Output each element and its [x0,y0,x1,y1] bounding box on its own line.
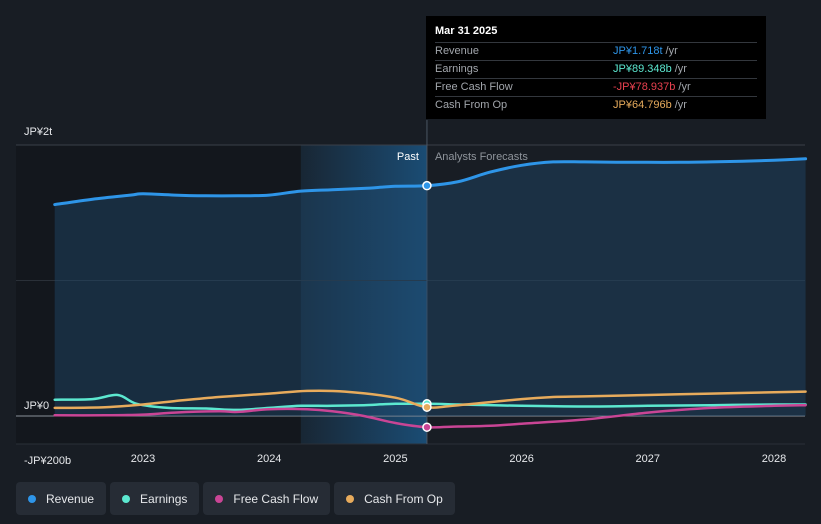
tooltip-value: -JP¥78.937b [613,81,676,93]
tooltip-value: JP¥89.348b [613,63,672,75]
x-tick-label: 2026 [509,453,533,465]
tooltip-row: Free Cash Flow -JP¥78.937b/yr [435,78,757,96]
past-label: Past [397,151,419,163]
tooltip-unit: /yr [674,99,687,111]
y-tick-label: -JP¥200b [24,455,71,467]
free-cash-flow-highlight-dot [422,422,432,432]
legend: Revenue Earnings Free Cash Flow Cash From O… [16,482,455,515]
tooltip-row: Revenue JP¥1.718t/yr [435,42,757,60]
legend-dot-icon [122,494,131,503]
legend-item-revenue[interactable]: Revenue [16,482,107,515]
cash-from-op-highlight-dot [422,402,432,412]
tooltip-row: Earnings JP¥89.348b/yr [435,60,757,78]
cash-from-op-line [53,389,807,410]
legend-dot-icon [28,494,36,503]
x-tick-label: 2025 [383,453,407,465]
legend-dot-icon [346,494,355,503]
forecast-label: Analysts Forecasts [435,151,528,163]
y-tick-label: JP¥0 [24,400,49,412]
x-tick-label: 2028 [762,453,786,465]
tooltip-label: Free Cash Flow [435,81,513,93]
tooltip-row: Cash From Op JP¥64.796b/yr [435,96,757,114]
legend-item-cash-from-op[interactable]: Cash From Op [334,482,455,515]
free-cash-flow-line [53,403,807,429]
tooltip-value: JP¥1.718t [613,45,663,57]
revenue-highlight-dot [422,180,432,191]
tooltip-value: JP¥64.796b [613,99,672,111]
tooltip-label: Revenue [435,45,480,57]
legend-dot-icon [215,494,224,503]
tooltip-unit: /yr [674,63,687,75]
x-tick-label: 2024 [257,453,281,465]
legend-item-earnings[interactable]: Earnings [110,482,200,515]
legend-label: Revenue [46,491,95,506]
tooltip-label: Earnings [435,63,479,75]
legend-label: Earnings [140,491,188,506]
x-tick-label: 2023 [131,453,155,465]
x-tick-label: 2027 [636,453,660,465]
legend-label: Cash From Op [364,491,443,506]
revenue-area [54,158,806,417]
chart: JP¥2t JP¥0 -JP¥200b 2023 2024 2025 2026 2027 202… [16,120,808,467]
tooltip-unit: /yr [678,81,691,93]
legend-item-free-cash-flow[interactable]: Free Cash Flow [203,482,331,515]
y-tick-label: JP¥2t [24,126,52,138]
tooltip: Mar 31 2025 Revenue JP¥1.718t/yr Earnings J… [426,16,766,119]
legend-label: Free Cash Flow [233,491,319,506]
tooltip-date: Mar 31 2025 [435,25,498,37]
tooltip-label: Cash From Op [435,99,508,111]
tooltip-unit: /yr [665,45,678,57]
